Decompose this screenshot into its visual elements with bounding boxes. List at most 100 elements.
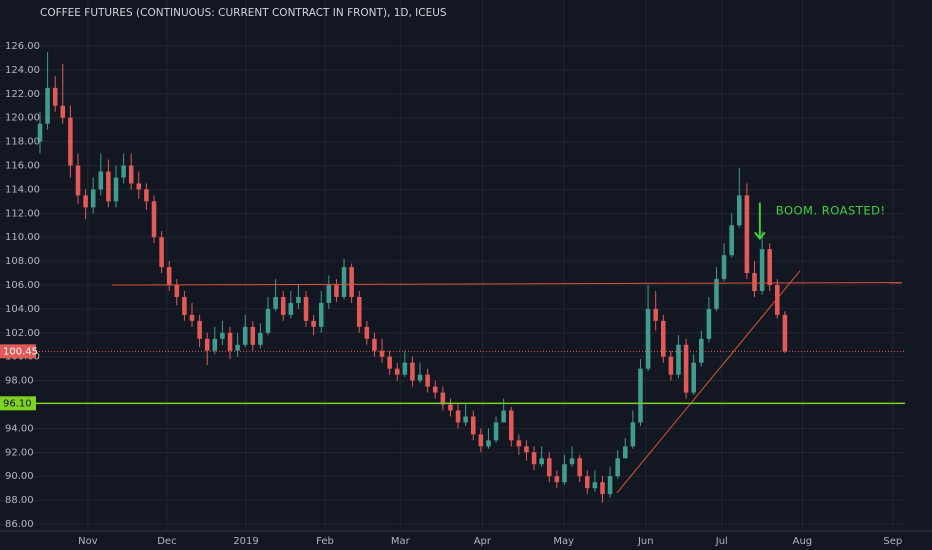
- candle-body: [121, 165, 126, 178]
- y-tick-label: 118.00: [5, 137, 40, 148]
- y-tick-label: 92.00: [5, 447, 34, 458]
- candle-body: [668, 356, 674, 375]
- candle-body: [106, 171, 111, 202]
- x-tick-label: Jul: [715, 536, 728, 547]
- candle-body: [645, 308, 651, 369]
- candle-body: [653, 308, 658, 321]
- candle-body: [463, 416, 468, 423]
- candle-body: [782, 314, 788, 352]
- candle-body: [470, 416, 476, 435]
- candle-body: [60, 105, 66, 118]
- candle-body: [37, 123, 43, 142]
- y-tick-label: 90.00: [5, 471, 34, 482]
- y-tick-label: 114.00: [5, 184, 40, 195]
- candle-body: [334, 285, 339, 297]
- x-tick-label: Nov: [78, 536, 98, 547]
- candle-body: [235, 344, 240, 351]
- candle-body: [508, 410, 514, 441]
- y-tick-label: 126.00: [5, 41, 40, 52]
- candle-body: [113, 177, 119, 202]
- candle-body: [364, 326, 370, 339]
- candle-body: [394, 368, 400, 375]
- candle-body: [493, 422, 499, 441]
- candle-body: [45, 87, 50, 124]
- candle-body: [622, 446, 628, 459]
- candle-body: [318, 302, 324, 327]
- y-tick-label: 98.00: [5, 376, 34, 387]
- candle-body: [554, 476, 560, 483]
- chart-title: COFFEE FUTURES (CONTINUOUS: CURRENT CONT…: [40, 7, 447, 19]
- price-label: 96.10: [3, 398, 32, 409]
- candle-body: [52, 87, 58, 106]
- candle-body: [706, 308, 712, 339]
- x-tick-label: Sep: [883, 536, 902, 547]
- candle-body: [166, 267, 172, 286]
- x-tick-label: Mar: [391, 536, 411, 547]
- candle-body: [455, 410, 461, 423]
- candle-body: [372, 338, 377, 351]
- candle-body: [516, 440, 522, 447]
- candle-body: [638, 368, 643, 423]
- candle-body: [182, 296, 187, 315]
- y-tick-label: 106.00: [5, 280, 40, 291]
- candle-body: [661, 320, 666, 357]
- y-tick-label: 102.00: [5, 328, 40, 339]
- candle-body: [744, 195, 750, 274]
- marks: [37, 51, 788, 503]
- candle-body: [212, 338, 218, 351]
- candle-body: [676, 344, 681, 375]
- candle-body: [615, 458, 620, 477]
- candle-body: [775, 285, 780, 315]
- x-tick-label: Feb: [316, 536, 334, 547]
- y-tick-label: 120.00: [5, 113, 40, 124]
- candle-body: [349, 267, 354, 297]
- candle-body: [577, 458, 582, 477]
- trend-line: [616, 270, 801, 494]
- candle-body: [417, 374, 423, 381]
- candle-body: [250, 326, 256, 345]
- candle-body: [524, 446, 529, 453]
- candle-body: [630, 422, 636, 447]
- candle-body: [144, 189, 149, 202]
- candle-body: [220, 332, 225, 339]
- candle-body: [752, 273, 757, 291]
- y-tick-label: 104.00: [5, 304, 40, 315]
- candle-body: [68, 117, 73, 166]
- candle-body: [714, 279, 719, 309]
- annotation: BOOM. ROASTED!: [776, 203, 886, 217]
- candle-body: [691, 362, 696, 393]
- candle-body: [410, 362, 415, 381]
- candle-body: [174, 285, 180, 297]
- candle-body: [128, 165, 134, 184]
- candle-body: [562, 464, 567, 483]
- y-tick-label: 110.00: [5, 232, 40, 243]
- candle-body: [478, 434, 484, 447]
- price-label: 100.45: [3, 346, 38, 357]
- candle-body: [432, 386, 438, 393]
- x-tick-label: Aug: [793, 536, 813, 547]
- candle-body: [197, 320, 202, 339]
- candle-body: [721, 255, 727, 280]
- candle-body: [607, 476, 613, 495]
- candle-body: [227, 332, 233, 351]
- candle-body: [136, 183, 142, 190]
- candle-body: [546, 458, 552, 477]
- candle-body: [356, 296, 362, 327]
- x-tick-label: May: [553, 536, 574, 547]
- candle-body: [288, 302, 294, 315]
- candle-body: [759, 249, 765, 291]
- candle-body: [425, 374, 430, 387]
- candle-body: [273, 296, 278, 309]
- candle-body: [83, 195, 88, 208]
- candle-body: [448, 404, 453, 411]
- candle-body: [683, 344, 689, 393]
- x-tick-label: Dec: [157, 536, 176, 547]
- candle-body: [296, 296, 301, 303]
- candle-body: [539, 458, 544, 465]
- y-tick-label: 88.00: [5, 495, 34, 506]
- candle-body: [326, 285, 332, 303]
- y-tick-label: 124.00: [5, 65, 40, 76]
- y-tick-label: 94.00: [5, 423, 34, 434]
- x-tick-label: 2019: [233, 536, 258, 547]
